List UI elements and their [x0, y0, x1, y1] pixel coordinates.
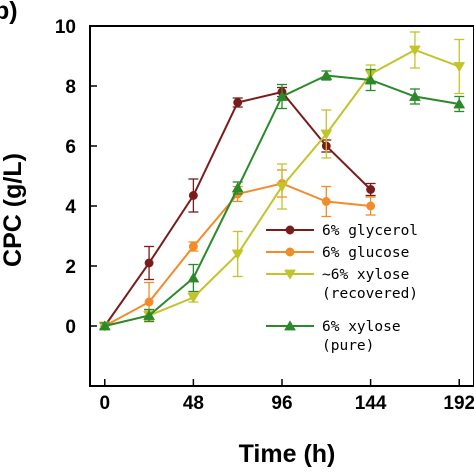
legend-marker [284, 269, 296, 280]
legend-entry-4: 6% xylose (pure) [266, 319, 401, 354]
y-tick-label: 4 [65, 197, 76, 218]
data-point [408, 45, 421, 56]
legend-entry-3: ~6% xylose (recovered) [266, 267, 418, 302]
data-point [231, 182, 244, 193]
data-point [276, 90, 288, 101]
data-point [187, 293, 200, 304]
x-tick-label: 96 [271, 393, 292, 414]
legend-entry-2: 6% glucose [266, 245, 409, 261]
legend: 6% glycerol 6% glucose ~6% xylose (recovere… [266, 223, 418, 354]
y-tick-label: 2 [65, 257, 76, 278]
legend-label: (recovered) [322, 286, 418, 302]
series-4 [98, 68, 466, 331]
data-point [143, 309, 156, 320]
x-tick-label: 0 [99, 393, 110, 414]
legend-label: (pure) [322, 338, 374, 354]
y-tick-label: 10 [55, 17, 76, 38]
data-point [453, 62, 466, 73]
legend-marker [284, 320, 296, 331]
x-axis-title: Time (h) [239, 440, 336, 468]
data-point [453, 98, 466, 109]
x-tick-label: 144 [355, 393, 387, 414]
legend-label: ~6% xylose [322, 267, 409, 283]
panel-label: b) [0, 0, 18, 25]
data-point [233, 98, 243, 107]
data-point [98, 320, 111, 331]
y-tick-label: 8 [65, 77, 76, 98]
data-point [188, 191, 198, 200]
series-layer [98, 31, 466, 332]
data-point [188, 242, 198, 251]
y-tick-label: 6 [65, 137, 76, 158]
y-axis-title: CPC (g/L) [0, 153, 27, 267]
legend-marker [285, 247, 295, 257]
legend-label: 6% glucose [322, 245, 409, 261]
x-tick-label: 192 [443, 393, 474, 414]
data-point [364, 74, 377, 85]
data-point [187, 272, 200, 283]
data-point [320, 129, 333, 140]
data-point [366, 201, 376, 211]
data-point [321, 197, 331, 206]
data-point [231, 249, 244, 260]
data-point [320, 69, 333, 80]
data-point [144, 258, 154, 268]
legend-label: 6% xylose [322, 319, 401, 335]
data-point [144, 297, 154, 307]
data-point [408, 90, 421, 101]
legend-marker [285, 225, 295, 235]
y-tick-label: 0 [65, 317, 76, 338]
axes: 0 48 96 144 192 0 2 4 6 8 10 [55, 17, 474, 414]
data-point [276, 182, 288, 193]
legend-entry-1: 6% glycerol [266, 223, 418, 239]
data-point [366, 185, 376, 194]
legend-label: 6% glycerol [322, 223, 418, 239]
x-tick-label: 48 [183, 393, 204, 414]
